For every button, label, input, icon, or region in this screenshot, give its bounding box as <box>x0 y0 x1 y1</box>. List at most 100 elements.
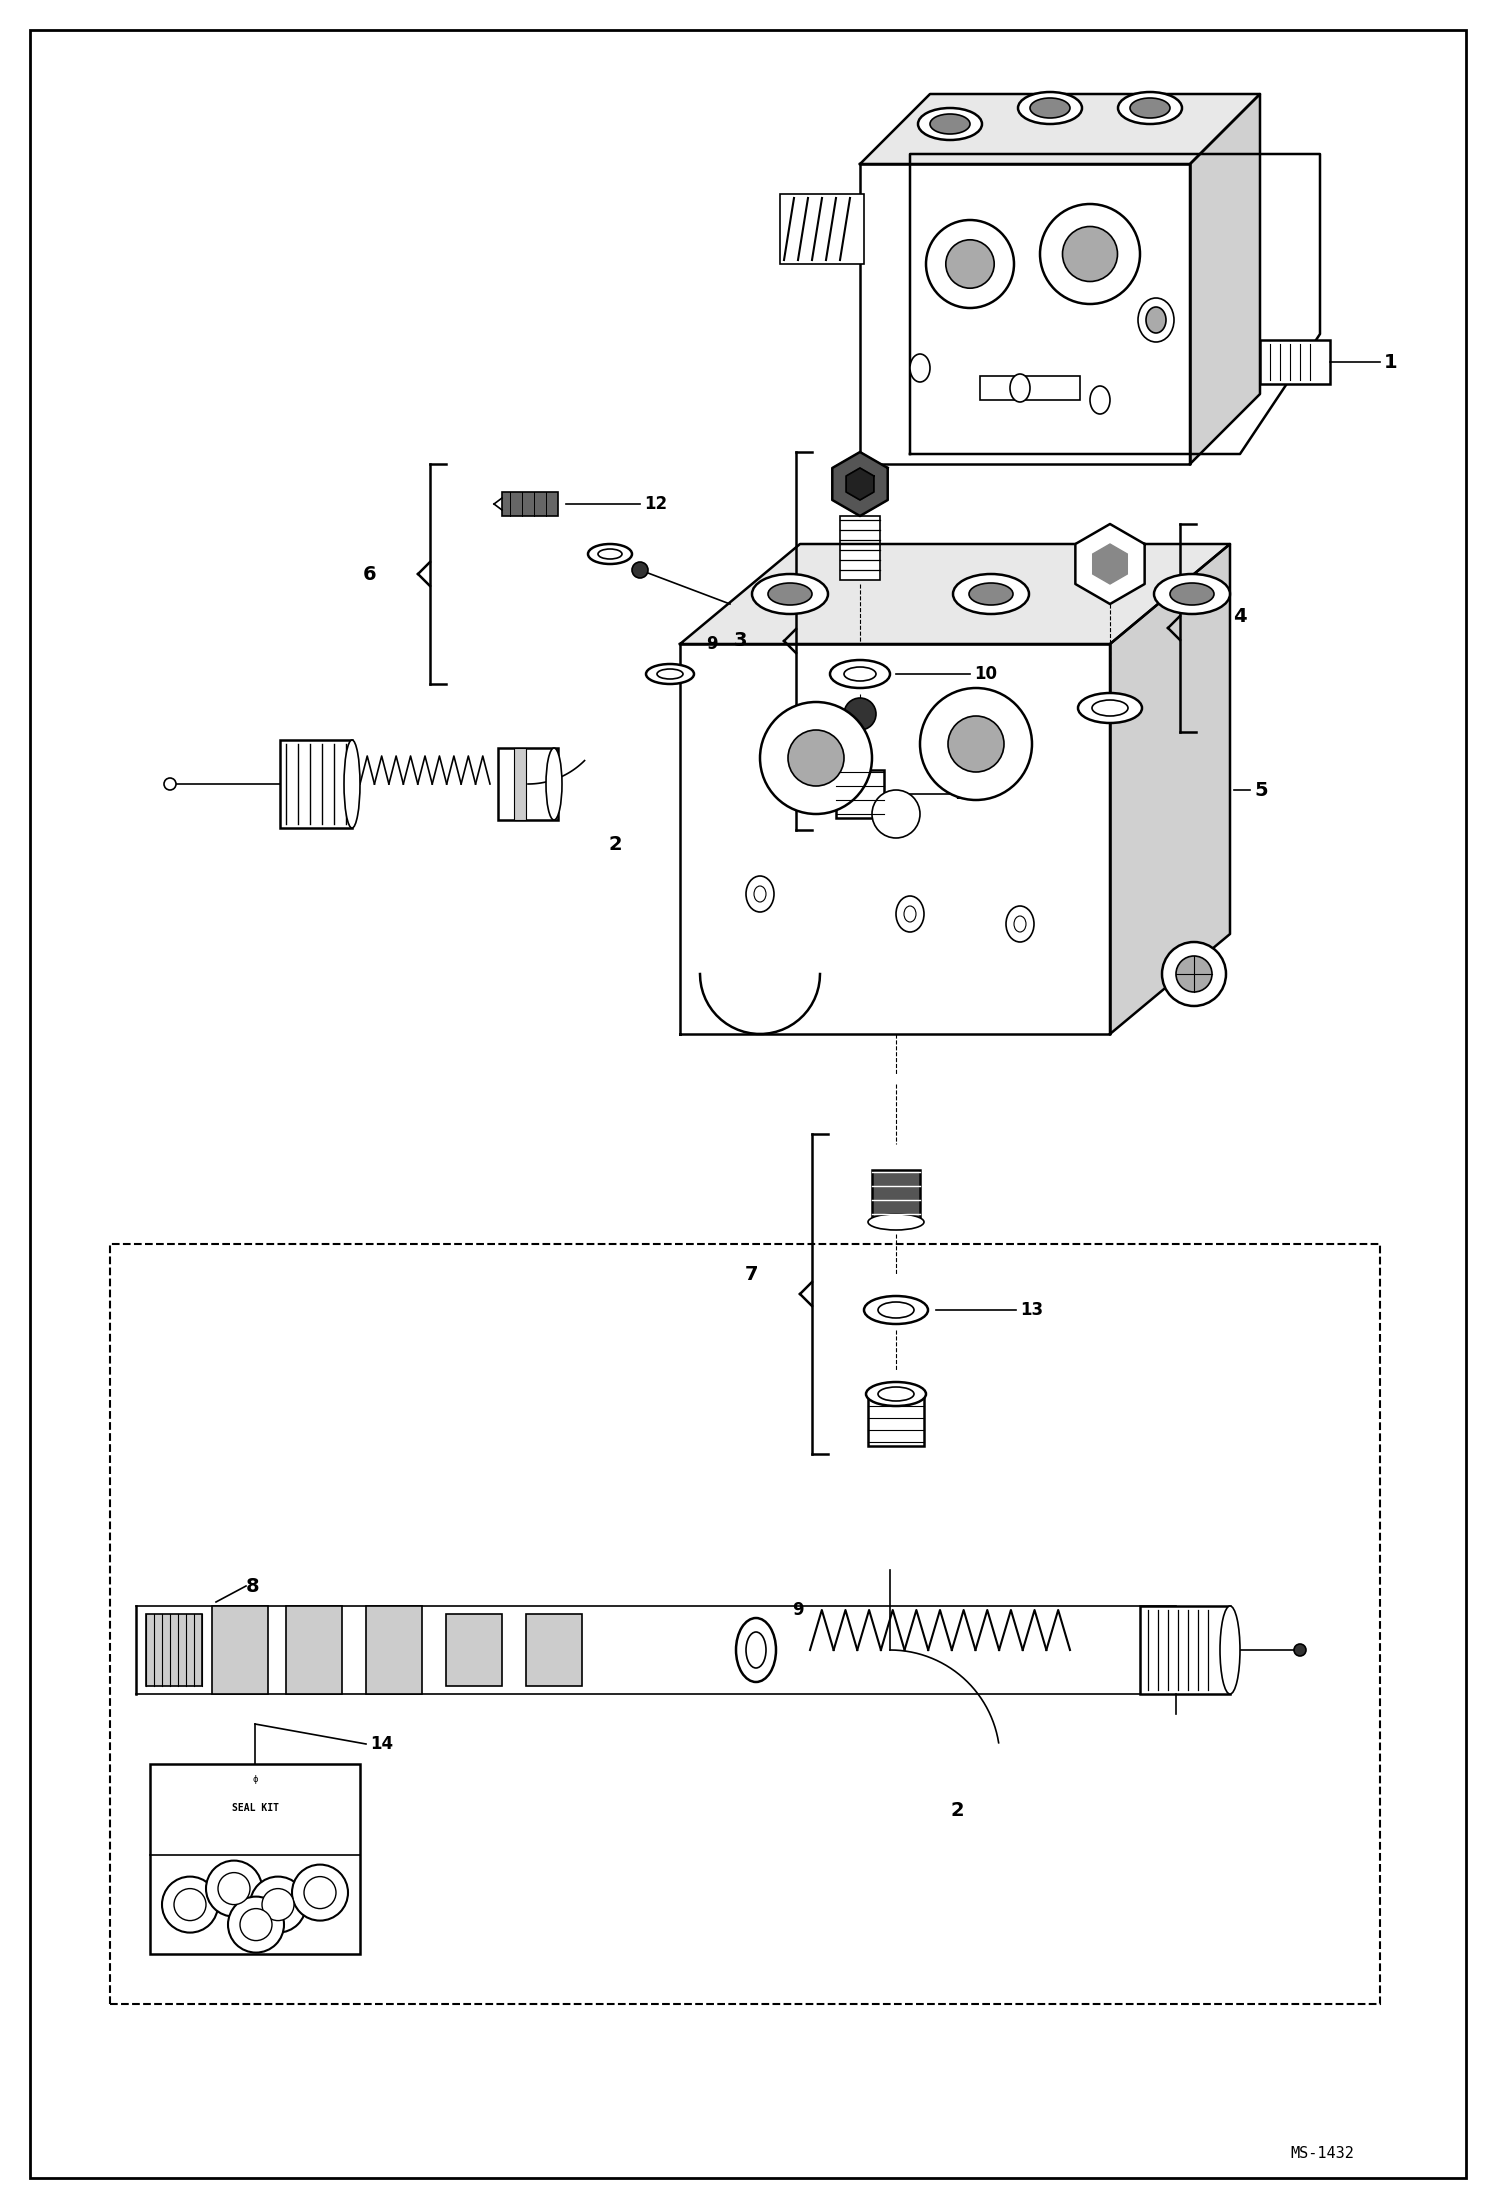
Polygon shape <box>860 165 1189 463</box>
Circle shape <box>632 562 649 577</box>
Text: 8: 8 <box>246 1577 259 1595</box>
Polygon shape <box>860 94 1260 165</box>
Text: ϕ: ϕ <box>252 1775 258 1784</box>
Ellipse shape <box>1138 298 1174 342</box>
Text: 13: 13 <box>1020 1301 1043 1319</box>
Text: 10: 10 <box>974 665 998 682</box>
Bar <box>1260 340 1330 384</box>
Bar <box>836 770 884 818</box>
Ellipse shape <box>746 1632 765 1667</box>
Ellipse shape <box>918 108 983 140</box>
Bar <box>840 516 879 579</box>
Ellipse shape <box>909 353 930 382</box>
Circle shape <box>250 1876 306 1933</box>
Text: 1: 1 <box>1384 353 1398 371</box>
Ellipse shape <box>896 895 924 932</box>
Bar <box>366 1606 422 1694</box>
Bar <box>514 748 526 821</box>
Ellipse shape <box>1118 92 1182 125</box>
Polygon shape <box>833 452 888 516</box>
Bar <box>867 1398 924 1446</box>
Ellipse shape <box>867 1213 924 1231</box>
Ellipse shape <box>878 1301 914 1319</box>
Bar <box>872 1169 920 1218</box>
Circle shape <box>262 1889 294 1920</box>
Circle shape <box>240 1909 273 1942</box>
Circle shape <box>304 1876 336 1909</box>
Ellipse shape <box>1153 575 1230 614</box>
Bar <box>780 193 864 263</box>
Circle shape <box>759 702 872 814</box>
Polygon shape <box>1110 544 1230 1033</box>
Circle shape <box>162 1876 219 1933</box>
Bar <box>502 491 557 516</box>
Circle shape <box>1294 1643 1306 1656</box>
Bar <box>286 1606 342 1694</box>
Circle shape <box>174 1889 207 1920</box>
Ellipse shape <box>866 1382 926 1406</box>
Circle shape <box>1062 226 1118 281</box>
Circle shape <box>207 1861 262 1918</box>
Text: 2: 2 <box>608 834 622 853</box>
Ellipse shape <box>746 875 774 913</box>
Bar <box>280 739 352 827</box>
Ellipse shape <box>345 739 360 827</box>
Ellipse shape <box>545 748 562 821</box>
Bar <box>526 1615 583 1685</box>
Polygon shape <box>1092 544 1128 584</box>
Ellipse shape <box>969 584 1013 606</box>
Text: 9: 9 <box>792 1602 803 1619</box>
Bar <box>497 748 557 821</box>
Bar <box>109 1244 1380 2003</box>
Ellipse shape <box>903 906 915 921</box>
Bar <box>446 1615 502 1685</box>
Text: 5: 5 <box>1254 781 1267 799</box>
Ellipse shape <box>1007 906 1034 941</box>
Ellipse shape <box>1010 373 1031 402</box>
Text: 14: 14 <box>370 1735 392 1753</box>
Ellipse shape <box>1092 700 1128 715</box>
Polygon shape <box>680 645 1110 1033</box>
Circle shape <box>945 239 995 287</box>
Text: 11: 11 <box>954 785 977 803</box>
Circle shape <box>163 779 175 790</box>
Bar <box>145 1615 202 1685</box>
Ellipse shape <box>736 1617 776 1683</box>
Polygon shape <box>846 467 873 500</box>
Ellipse shape <box>1129 99 1170 118</box>
Circle shape <box>788 731 843 785</box>
Circle shape <box>1040 204 1140 305</box>
Ellipse shape <box>843 667 876 680</box>
Bar <box>150 1764 360 1955</box>
Circle shape <box>292 1865 348 1920</box>
Circle shape <box>1176 957 1212 992</box>
Ellipse shape <box>830 660 890 689</box>
Ellipse shape <box>930 114 971 134</box>
Text: 6: 6 <box>363 564 377 584</box>
Ellipse shape <box>753 886 765 902</box>
Text: 4: 4 <box>1233 606 1246 625</box>
Ellipse shape <box>646 665 694 685</box>
Text: 2: 2 <box>950 1801 963 1819</box>
Ellipse shape <box>1091 386 1110 415</box>
Ellipse shape <box>953 575 1029 614</box>
Text: 12: 12 <box>644 496 667 513</box>
Circle shape <box>872 790 920 838</box>
Ellipse shape <box>1019 92 1082 125</box>
Ellipse shape <box>1014 917 1026 932</box>
Text: 7: 7 <box>745 1264 759 1283</box>
Polygon shape <box>680 544 1230 645</box>
Bar <box>1140 1606 1230 1694</box>
Circle shape <box>843 698 876 731</box>
Ellipse shape <box>768 584 812 606</box>
Ellipse shape <box>658 669 683 678</box>
Circle shape <box>1162 941 1225 1007</box>
Ellipse shape <box>1031 99 1070 118</box>
Circle shape <box>948 715 1004 772</box>
Polygon shape <box>1076 524 1144 603</box>
Text: SEAL KIT: SEAL KIT <box>232 1803 279 1812</box>
Circle shape <box>926 219 1014 307</box>
Bar <box>980 375 1080 399</box>
Text: 9: 9 <box>706 634 718 654</box>
Ellipse shape <box>864 1297 927 1323</box>
